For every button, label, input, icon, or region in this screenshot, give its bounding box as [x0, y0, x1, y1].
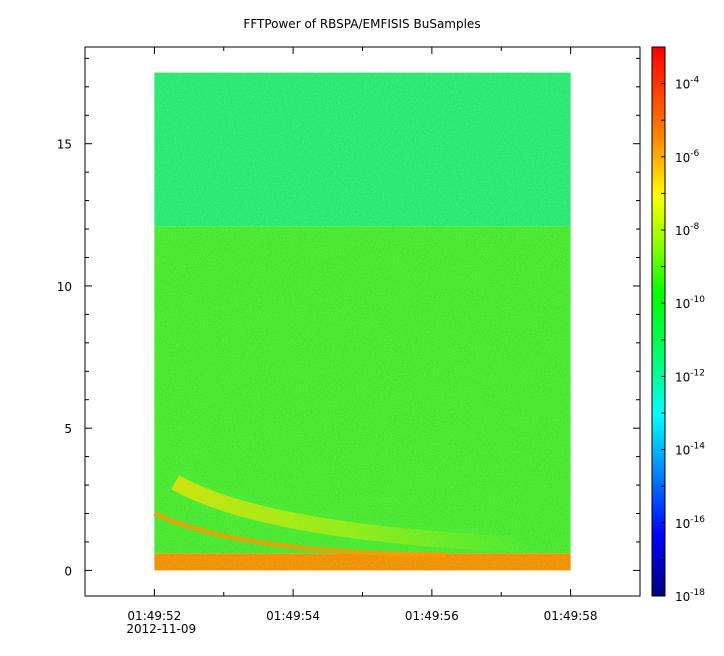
x-tick-label: 01:49:54 [266, 609, 320, 623]
colorbar [651, 46, 666, 597]
spectrogram-image [153, 72, 571, 571]
colorbar-tick-label: 10-12 [675, 368, 705, 384]
colorbar-axis: 10-4 10-6 10-8 10-10 10-12 10-14 10-16 10-18 [661, 46, 705, 604]
emission-arc [153, 511, 446, 558]
y-tick-label: 10 [57, 280, 72, 294]
x-date-label: 2012-11-09 [126, 622, 196, 636]
colorbar-tick-label: 10-16 [675, 515, 705, 531]
colorbar-tick-label: 10-10 [675, 295, 705, 311]
y-tick-label: 5 [64, 422, 72, 436]
x-tick-label: 01:49:58 [544, 609, 598, 623]
x-axis: 01:49:52 01:49:54 01:49:56 01:49:58 2012-11-… [84, 47, 641, 636]
y-axis: 0 5 10 15 [57, 57, 640, 578]
emission-arc-broad [171, 475, 530, 553]
spectrogram-texture [154, 72, 571, 571]
x-tick-label: 01:49:56 [405, 609, 459, 623]
colorbar-tick-label: 10-6 [675, 149, 700, 165]
colorbar-tick-label: 10-4 [675, 76, 700, 92]
x-tick-label: 01:49:52 [127, 609, 181, 623]
chart-title: FFTPower of RBSPA/EMFISIS BuSamples [243, 17, 481, 31]
colorbar-tick-label: 10-14 [675, 442, 705, 458]
colorbar-tick-label: 10-8 [675, 222, 700, 238]
y-tick-label: 15 [57, 138, 72, 152]
y-tick-label: 0 [64, 564, 72, 578]
colorbar-tick-label: 10-18 [675, 588, 705, 604]
